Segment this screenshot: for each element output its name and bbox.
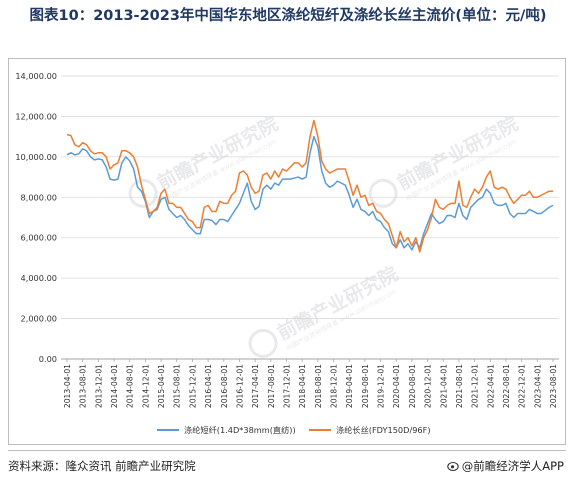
- y-tick-label: 4,000.00: [21, 273, 57, 283]
- brand-credit: @前瞻经济学人APP: [447, 458, 564, 474]
- y-tick-label: 10,000.00: [15, 152, 57, 162]
- x-tick-label: 2013-04-01: [63, 364, 72, 408]
- x-tick-label: 2018-04-01: [298, 364, 307, 408]
- x-tick-label: 2020-04-01: [392, 364, 401, 408]
- watermark-text: 前瞻产业研究院: [393, 112, 521, 195]
- x-tick-label: 2023-04-01: [533, 364, 542, 408]
- watermark-logo-icon: [368, 178, 398, 208]
- x-tick-label: 2019-12-01: [377, 364, 386, 408]
- x-tick-label: 2018-08-01: [314, 364, 323, 408]
- y-axis: 0.00 2,000.00 4,000.00 6,000.00 8,000.00 10,0…: [15, 71, 57, 364]
- x-tick-label: 2017-04-01: [251, 364, 260, 408]
- legend-label: 涤纶短纤(1.4D*38mm(直纺)): [184, 425, 296, 435]
- x-tick-label: 2017-08-01: [267, 364, 276, 408]
- x-tick-label: 2023-08-01: [549, 364, 558, 408]
- footer-divider: [8, 450, 566, 451]
- x-tick-label: 2016-12-01: [235, 364, 244, 408]
- y-tick-label: 12,000.00: [15, 111, 57, 121]
- x-tick-label: 2021-08-01: [455, 364, 464, 408]
- y-tick-label: 14,000.00: [15, 71, 57, 81]
- x-tick-label: 2013-12-01: [94, 364, 103, 408]
- x-tick-label: 2015-08-01: [173, 364, 182, 408]
- x-tick-label: 2020-12-01: [424, 364, 433, 408]
- brand-text: @前瞻经济学人APP: [461, 459, 564, 473]
- y-tick-label: 2,000.00: [21, 314, 57, 324]
- y-tick-label: 0.00: [39, 354, 57, 364]
- series-lines: [66, 119, 554, 253]
- series-line-staple-fiber: [66, 135, 554, 251]
- page-title: 图表10：2013-2023年中国华东地区涤纶短纤及涤纶长丝主流价(单位：元/吨…: [29, 8, 547, 24]
- x-tick-label: 2014-12-01: [141, 364, 150, 408]
- gridlines: [61, 75, 559, 360]
- legend-filament: 涤纶长丝(FDY150D/96F): [309, 425, 431, 435]
- watermark-text: 前瞻产业研究院: [273, 262, 401, 345]
- x-tick-label: 2019-04-01: [345, 364, 354, 408]
- x-tick-label: 2018-12-01: [330, 364, 339, 408]
- x-tick-label: 2022-12-01: [518, 364, 527, 408]
- x-tick-label: 2016-08-01: [220, 364, 229, 408]
- legend: 涤纶短纤(1.4D*38mm(直纺)) 涤纶长丝(FDY150D/96F): [157, 425, 431, 435]
- x-tick-label: 2021-04-01: [439, 364, 448, 408]
- x-tick-label: 2017-12-01: [282, 364, 291, 408]
- x-tick-label: 2019-08-01: [361, 364, 370, 408]
- y-tick-label: 6,000.00: [21, 233, 57, 243]
- watermark-logo-icon: [248, 328, 278, 358]
- legend-label: 涤纶长丝(FDY150D/96F): [336, 425, 431, 435]
- legend-staple-fiber: 涤纶短纤(1.4D*38mm(直纺)): [157, 425, 296, 435]
- x-tick-label: 2021-12-01: [471, 364, 480, 408]
- x-tick-label: 2014-04-01: [110, 364, 119, 408]
- x-tick-label: 2020-08-01: [408, 364, 417, 408]
- x-tick-label: 2015-04-01: [157, 364, 166, 408]
- x-tick-label: 2016-04-01: [204, 364, 213, 408]
- chart-frame: 前瞻产业研究院 中国产业咨询领导者 www.qianzhan.com 前瞻产业研究院…: [8, 58, 566, 445]
- series-line-filament: [66, 119, 553, 253]
- watermark-text: 前瞻产业研究院: [153, 112, 281, 195]
- y-tick-label: 8,000.00: [21, 192, 57, 202]
- x-tick-label: 2014-08-01: [126, 364, 135, 408]
- source-note: 资料来源：隆众资讯 前瞻产业研究院: [8, 459, 196, 473]
- weibo-logo-icon: [447, 461, 459, 472]
- x-tick-label: 2015-12-01: [188, 364, 197, 408]
- x-axis: 2013-04-01 2013-08-01 2013-12-01 2014-04-01…: [63, 359, 558, 408]
- x-tick-label: 2013-08-01: [79, 364, 88, 408]
- x-tick-label: 2022-04-01: [486, 364, 495, 408]
- x-tick-label: 2022-08-01: [502, 364, 511, 408]
